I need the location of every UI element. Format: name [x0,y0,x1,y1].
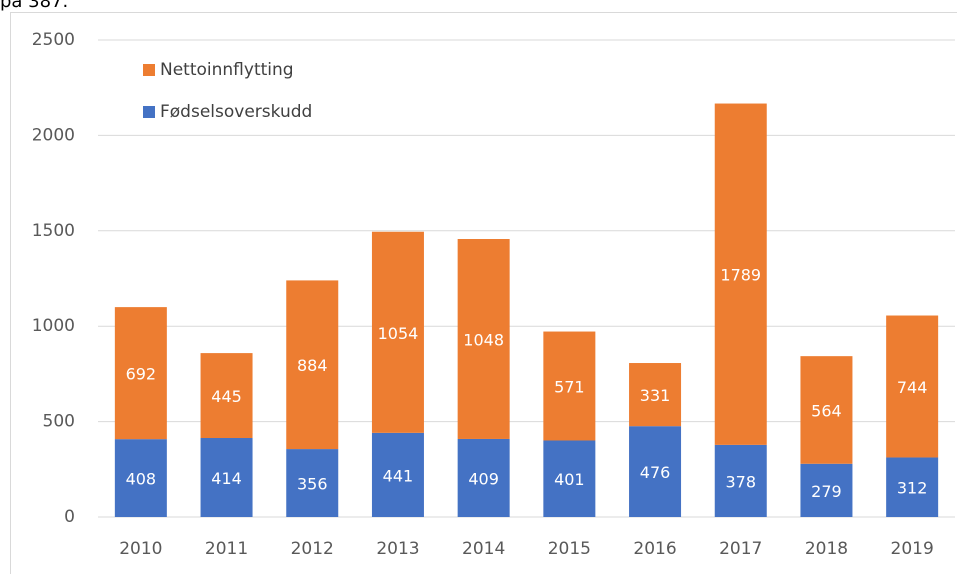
bar-segment [200,353,253,439]
data-label: 409 [468,469,499,488]
data-label: 312 [897,479,928,498]
x-tick-label: 2017 [719,539,762,559]
data-label: 692 [126,365,157,384]
x-tick-label: 2018 [805,539,848,559]
caption: på 387. [0,0,68,12]
bar-segment [714,103,767,445]
data-label: 414 [211,469,242,488]
data-label: 476 [640,463,671,482]
bar-segment [200,438,253,517]
x-tick-label: 2011 [205,539,248,559]
bar-segment [286,449,339,517]
legend-swatch [143,106,155,118]
y-tick-label: 2500 [32,30,75,50]
legend-swatch [143,64,155,76]
bar-segment [714,444,767,517]
x-tick-label: 2019 [891,539,934,559]
bar-segment [286,280,339,450]
bar-segment [886,457,939,517]
data-label: 1789 [720,266,761,285]
chart-frame [10,12,957,574]
data-label: 884 [297,356,328,375]
y-tick-label: 0 [64,507,75,527]
bar-segment [543,440,596,517]
data-label: 744 [897,378,928,397]
x-tick-label: 2014 [462,539,505,559]
bar-segment [371,432,424,517]
y-tick-label: 1500 [32,221,75,241]
x-tick-label: 2013 [376,539,419,559]
bar-segment [371,231,424,433]
x-tick-label: 2010 [119,539,162,559]
bar-segment [800,463,853,517]
data-label: 401 [554,470,585,489]
bar-segment [629,426,682,517]
bar-segment [114,439,167,517]
data-label: 331 [640,386,671,405]
bar-segment [543,331,596,441]
legend-label: Fødselsoverskudd [160,102,312,122]
data-label: 356 [297,475,328,494]
data-label: 571 [554,378,585,397]
data-label: 1054 [378,324,419,343]
bar-segment [629,363,682,427]
bar-segment [800,356,853,464]
bar-segment [457,438,510,517]
legend-label: Nettoinnflytting [160,60,294,80]
data-label: 279 [811,482,842,501]
x-tick-label: 2015 [548,539,591,559]
data-label: 564 [811,401,842,420]
data-label: 445 [211,387,242,406]
x-tick-label: 2016 [633,539,676,559]
data-label: 378 [725,472,756,491]
data-label: 441 [383,466,414,485]
y-tick-label: 500 [43,412,75,432]
x-tick-label: 2012 [291,539,334,559]
data-label: 408 [126,470,157,489]
y-tick-label: 2000 [32,125,75,145]
bar-segment [457,239,510,439]
y-tick-label: 1000 [32,316,75,336]
bar-segment [886,315,939,458]
bar-segment [114,307,167,440]
data-label: 1048 [463,330,504,349]
